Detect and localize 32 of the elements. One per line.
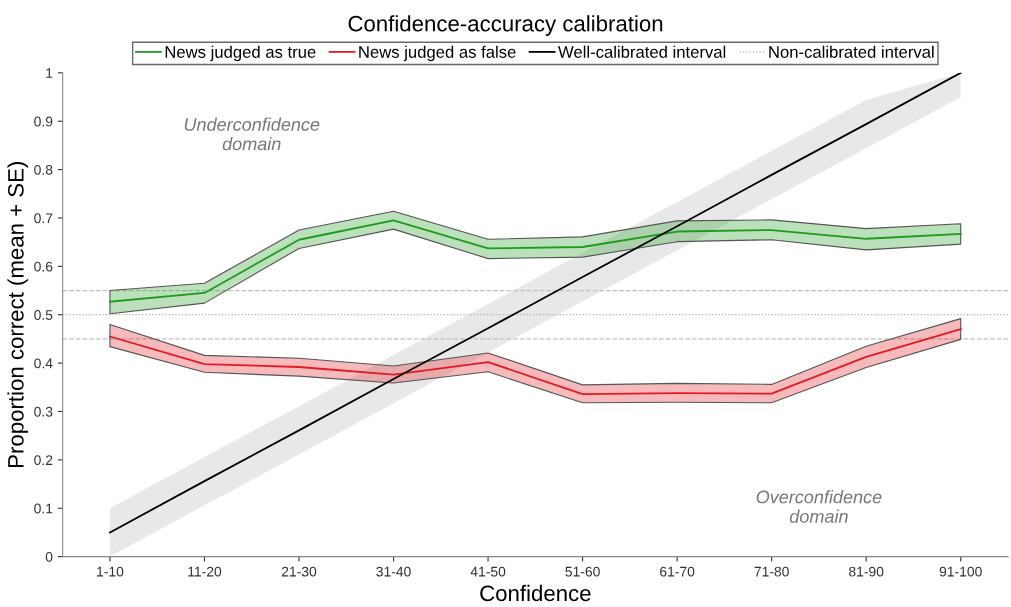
annotation: Overconfidence domain [756,490,882,523]
y-tick-label: 0 [45,551,53,562]
legend-label: News judged as true [165,45,316,62]
x-tick-label: 81-90 [849,566,884,577]
line-series [109,328,962,395]
x-tick-label: 21-30 [281,566,317,577]
legend-label: Non-calibrated interval [769,45,934,58]
y-tick-label: 0.5 [34,310,53,320]
y-tick-label: 0.4 [34,358,53,369]
legend-label: News judged as false [359,45,516,62]
x-tick-label: 51-60 [565,566,600,577]
line-series [109,219,962,303]
y-tick-label: 0.9 [34,116,53,127]
x-tick-label: 61-70 [660,566,695,577]
y-tick-label: 0.3 [34,406,53,417]
chart-title: Confidence-accuracy calibration [348,15,663,36]
x-axis-title: Confidence [480,584,591,602]
y-tick-label: 0.1 [34,503,53,514]
y-tick-label: 0.7 [34,213,53,224]
x-tick-label: 31-40 [376,566,411,577]
x-tick-label: 1-10 [97,566,124,577]
x-tick-label: 91-100 [939,566,982,577]
y-tick-label: 0.8 [34,164,53,175]
x-tick-label: 71-80 [754,566,789,577]
y-axis-title: Proportion correct (mean + SE) [7,162,29,467]
annotation: Underconfidence domain [184,117,320,151]
x-tick-label: 41-50 [470,566,506,577]
legend-label: Well-calibrated interval [558,45,726,58]
y-tick-label: 1 [46,68,53,78]
y-tick-label: 0.6 [34,261,53,272]
y-tick-label: 0.2 [34,455,53,466]
x-tick-label: 11-20 [188,566,222,577]
